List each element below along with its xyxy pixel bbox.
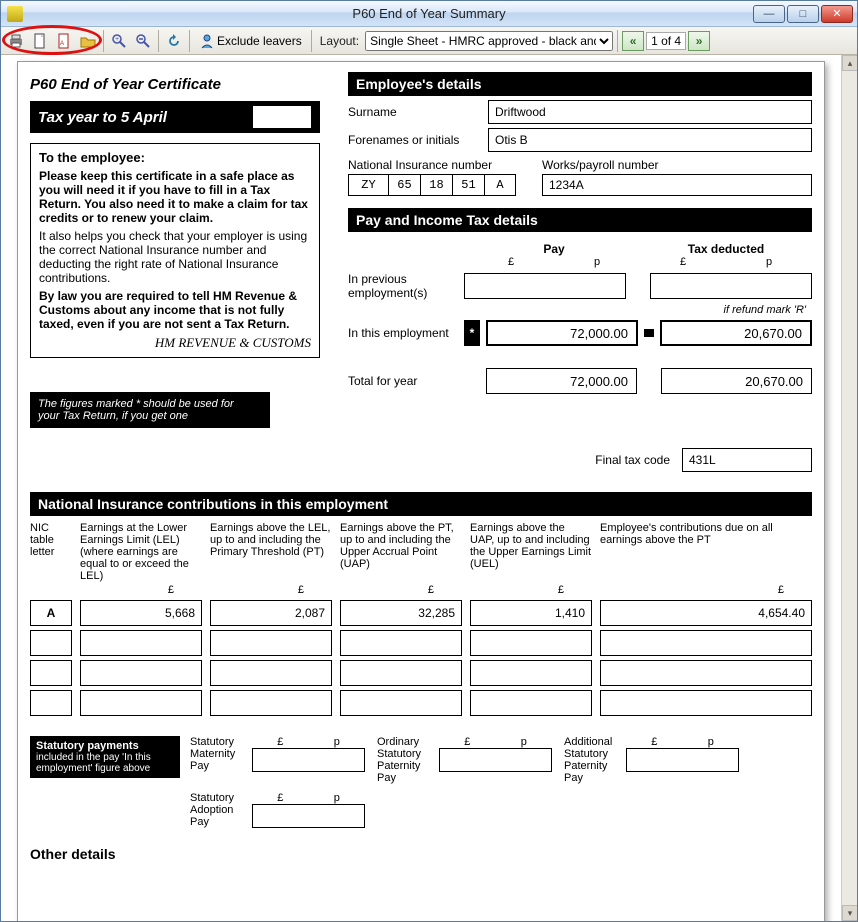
page-indicator[interactable] [646, 32, 686, 50]
app-icon [7, 6, 23, 22]
asterisk-marker: * [464, 320, 480, 346]
nic-v3: 32,285 [340, 600, 462, 626]
total-tax-value: 20,670.00 [661, 368, 812, 394]
page-icon [32, 33, 48, 49]
document-viewport: ▴ ▾ P60 End of Year Certificate Tax year… [1, 55, 857, 921]
certificate-title: P60 End of Year Certificate [30, 76, 320, 93]
to-employee-box: To the employee: Please keep this certif… [30, 143, 320, 358]
this-tax-value: 20,670.00 [660, 320, 812, 346]
total-pay-value: 72,000.00 [486, 368, 637, 394]
close-button[interactable]: ✕ [821, 5, 853, 23]
svg-text:+: + [115, 36, 119, 43]
to-employee-p3: By law you are required to tell HM Reven… [39, 289, 311, 331]
ni-label: National Insurance number [348, 158, 516, 172]
forenames-label: Forenames or initials [348, 133, 488, 147]
surname-label: Surname [348, 105, 488, 119]
layout-label: Layout: [320, 34, 359, 48]
forenames-value: Otis B [488, 128, 812, 152]
exclude-leavers-button[interactable]: Exclude leavers [194, 30, 307, 52]
nic-h3: Earnings above the PT, up to and includi… [340, 522, 462, 582]
nic-h5: Employee's contributions due on all earn… [600, 522, 812, 582]
nic-v2: 2,087 [210, 600, 332, 626]
hmrc-signature: HM REVENUE & CUSTOMS [39, 335, 311, 351]
nic-row-4 [30, 690, 812, 716]
nic-v5: 4,654.40 [600, 600, 812, 626]
refund-note: if refund mark 'R' [348, 304, 806, 316]
nic-row-1: A 5,668 2,087 32,285 1,410 4,654.40 [30, 600, 812, 626]
sp-maternity: Statutory Maternity Pay £p [190, 736, 365, 784]
p60-page: P60 End of Year Certificate Tax year to … [17, 61, 825, 921]
next-page-button[interactable]: » [688, 31, 710, 51]
nic-letter: A [30, 600, 72, 626]
nic-row-2 [30, 630, 812, 656]
minimize-button[interactable]: — [753, 5, 785, 23]
save-button[interactable] [29, 30, 51, 52]
toolbar: A + Exclude leavers Layout: Single Sheet… [1, 27, 857, 55]
vertical-scrollbar[interactable]: ▴ ▾ [841, 55, 857, 921]
nic-row-3 [30, 660, 812, 686]
connector [644, 329, 654, 337]
employee-details-heading: Employee's details [348, 72, 812, 96]
nic-heading: National Insurance contributions in this… [30, 492, 812, 516]
to-employee-p2: It also helps you check that your employ… [39, 229, 311, 285]
print-icon [8, 33, 24, 49]
tax-year-bar: Tax year to 5 April [30, 101, 320, 133]
person-icon [199, 33, 215, 49]
exclude-leavers-label: Exclude leavers [217, 34, 302, 48]
nic-h1: Earnings at the Lower Earnings Limit (LE… [80, 522, 202, 582]
payroll-value: 1234A [542, 174, 812, 196]
paytax-heading: Pay and Income Tax details [348, 208, 812, 232]
tax-year-label: Tax year to 5 April [38, 109, 167, 126]
ni-number: ZY 65 18 51 A [348, 174, 516, 196]
zoom-in-icon: + [111, 33, 127, 49]
surname-value: Driftwood [488, 100, 812, 124]
to-employee-heading: To the employee: [39, 150, 311, 165]
nic-h4: Earnings above the UAP, up to and includ… [470, 522, 592, 582]
total-year-label: Total for year [348, 374, 458, 388]
sp-adoption: Statutory Adoption Pay £p [190, 792, 365, 828]
statutory-payments-label: Statutory payments included in the pay '… [30, 736, 180, 778]
payroll-label: Works/payroll number [542, 158, 812, 172]
maximize-button[interactable]: □ [787, 5, 819, 23]
this-employment-label: In this employment [348, 326, 458, 340]
email-button[interactable] [77, 30, 99, 52]
final-tax-code-value: 431L [682, 448, 812, 472]
prev-page-button[interactable]: « [622, 31, 644, 51]
to-employee-p1: Please keep this certificate in a safe p… [39, 169, 311, 225]
prev-pay-box [464, 273, 626, 299]
nic-h0: NIC table letter [30, 522, 72, 582]
tax-year-box [252, 105, 312, 129]
scroll-down-button[interactable]: ▾ [842, 905, 857, 921]
layout-select[interactable]: Single Sheet - HMRC approved - black and… [365, 31, 613, 51]
other-details-heading: Other details [30, 846, 812, 862]
prev-tax-box [650, 273, 812, 299]
nic-h2: Earnings above the LEL, up to and includ… [210, 522, 332, 582]
refresh-button[interactable] [163, 30, 185, 52]
zoom-out-icon [135, 33, 151, 49]
zoom-out-button[interactable] [132, 30, 154, 52]
refresh-icon [166, 33, 182, 49]
tax-column-header: Tax deducted [640, 242, 812, 256]
pay-column-header: Pay [468, 242, 640, 256]
title-bar: P60 End of Year Summary — □ ✕ [1, 1, 857, 27]
sp-ord-paternity: Ordinary Statutory Paternity Pay £p [377, 736, 552, 784]
svg-text:A: A [60, 41, 64, 47]
final-tax-code-label: Final tax code [595, 453, 670, 467]
window-title: P60 End of Year Summary [352, 6, 505, 21]
print-button[interactable] [5, 30, 27, 52]
pdf-icon: A [56, 33, 72, 49]
zoom-in-button[interactable]: + [108, 30, 130, 52]
sp-add-paternity: Additional Statutory Paternity Pay £p [564, 736, 739, 784]
prev-employment-label: In previous employment(s) [348, 272, 458, 300]
app-window: P60 End of Year Summary — □ ✕ A + [0, 0, 858, 922]
nic-v4: 1,410 [470, 600, 592, 626]
nic-v1: 5,668 [80, 600, 202, 626]
folder-icon [80, 33, 96, 49]
pdf-button[interactable]: A [53, 30, 75, 52]
this-pay-value: 72,000.00 [486, 320, 638, 346]
asterisk-note: The figures marked * should be used for … [30, 392, 270, 428]
scroll-up-button[interactable]: ▴ [842, 55, 857, 71]
